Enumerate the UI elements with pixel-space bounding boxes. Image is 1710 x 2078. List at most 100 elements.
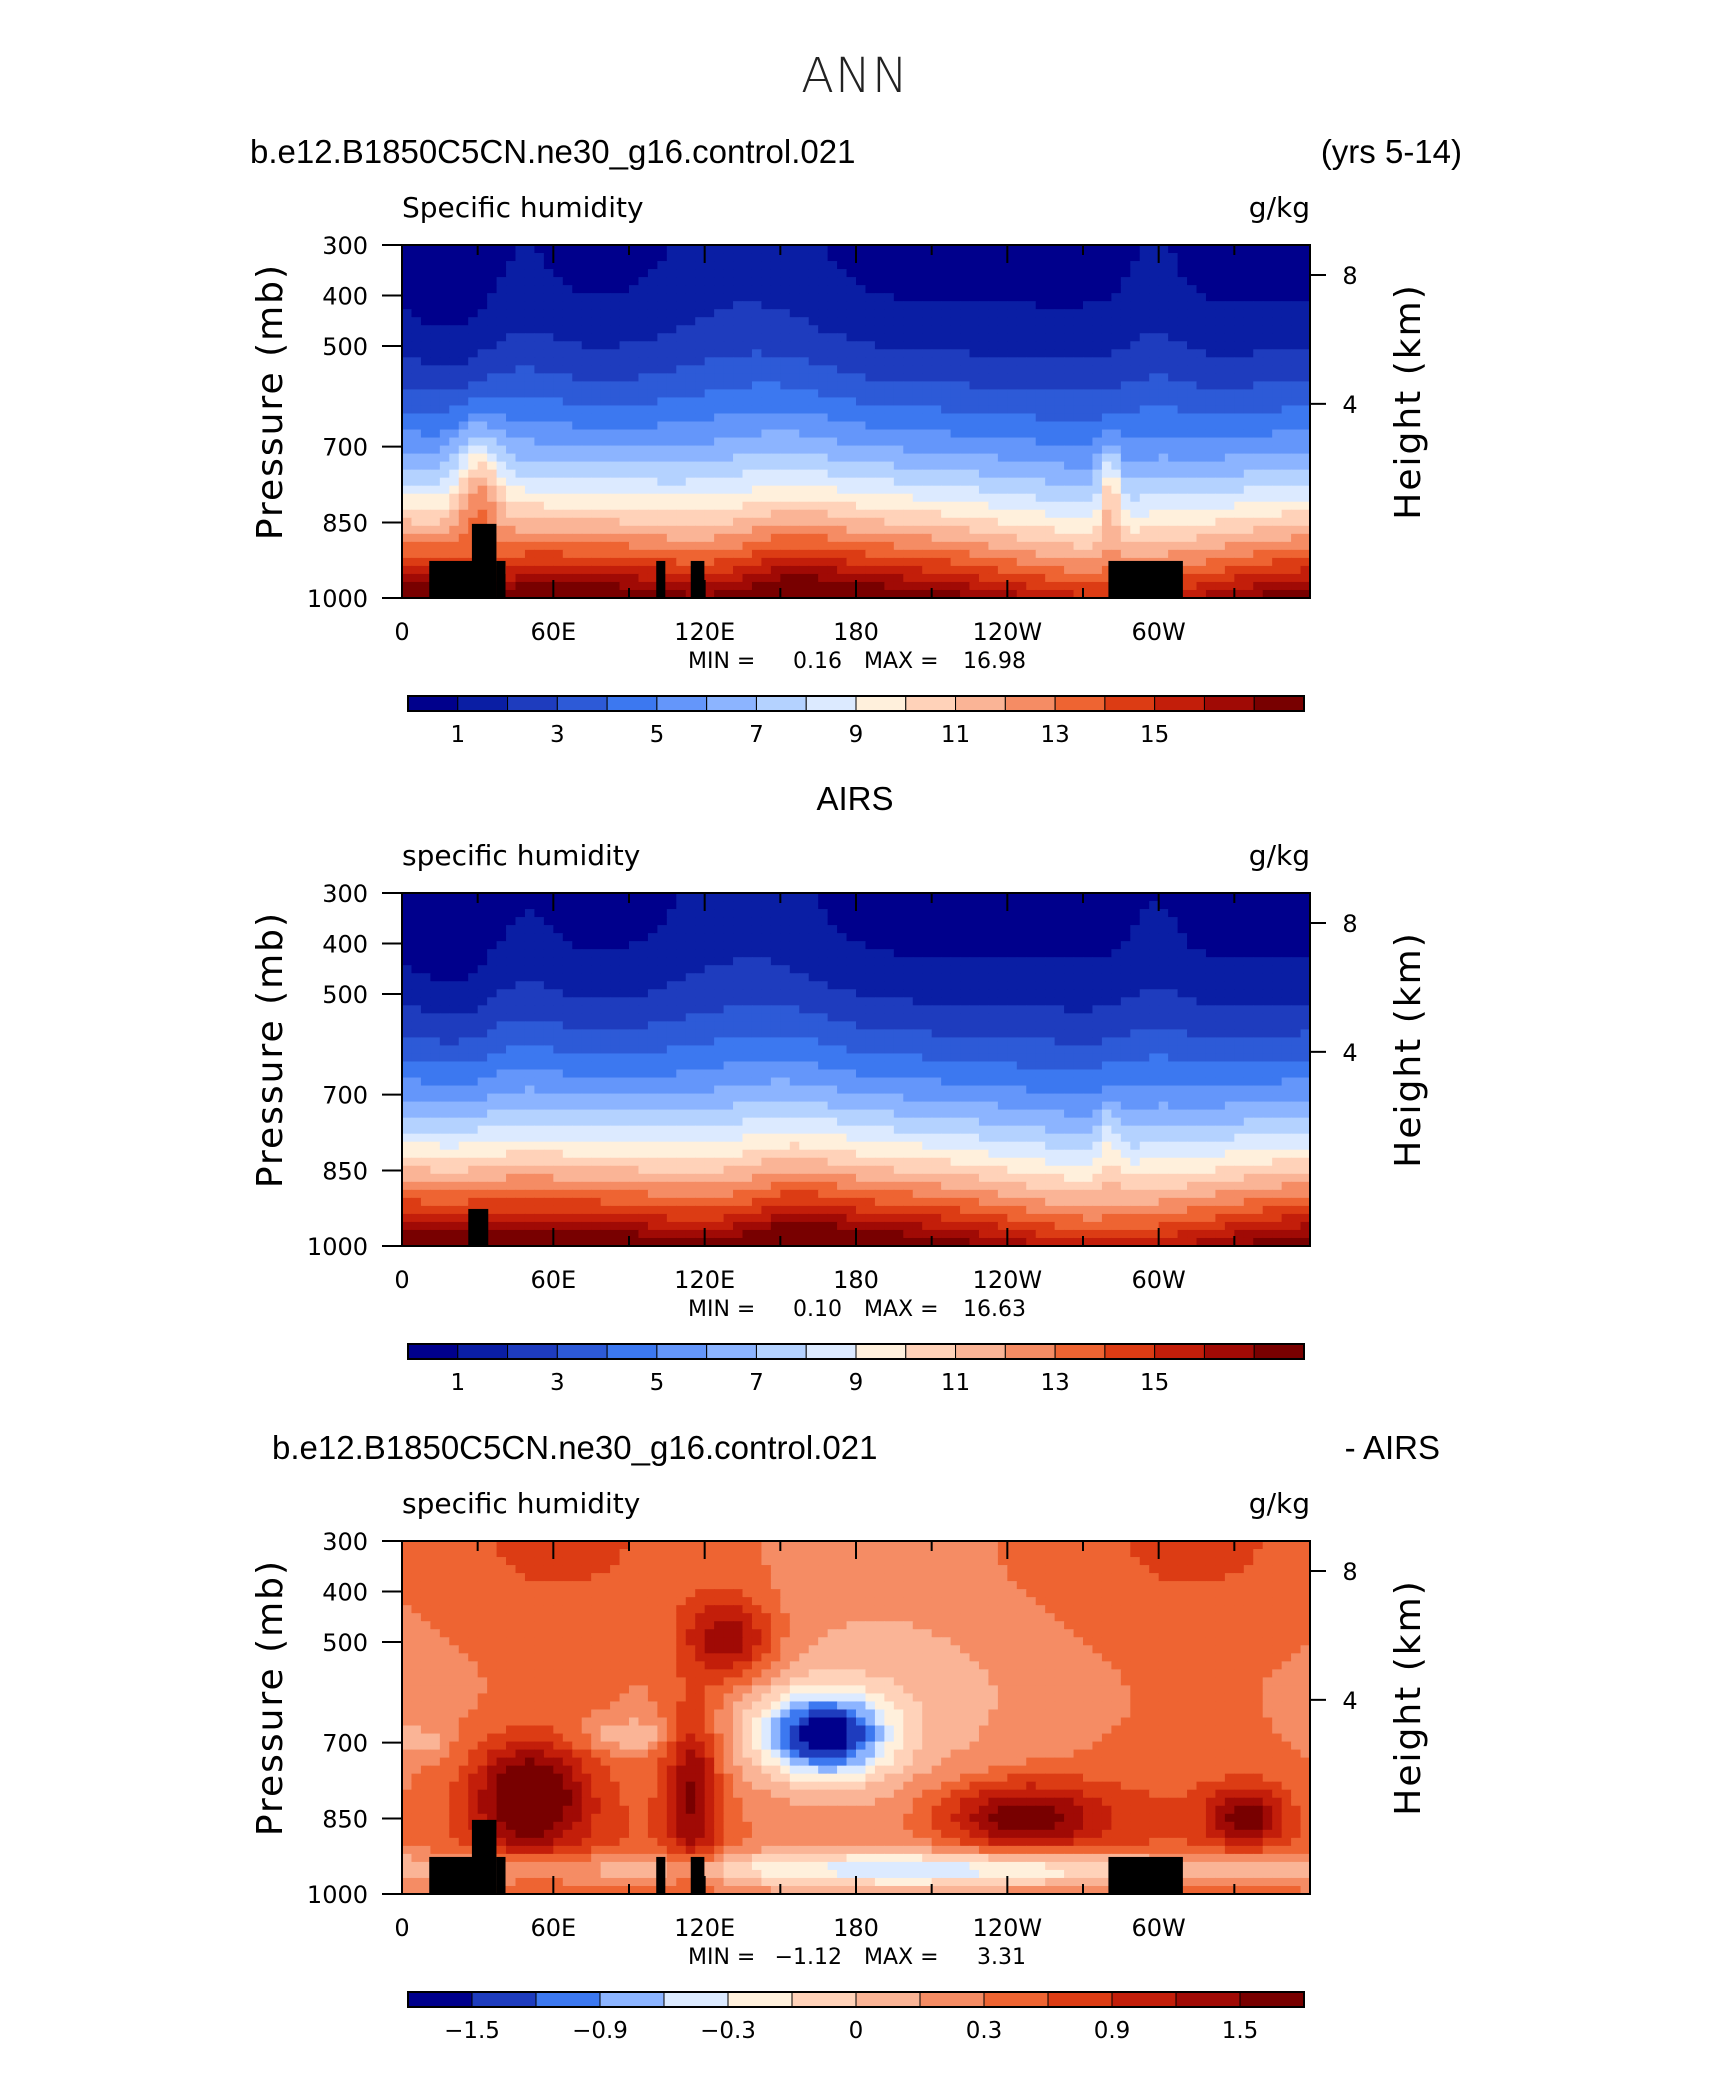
field-cell bbox=[913, 550, 923, 559]
field-cell bbox=[1140, 309, 1150, 318]
field-cell bbox=[1007, 462, 1017, 471]
field-cell bbox=[818, 454, 828, 463]
field-cell bbox=[1036, 510, 1046, 519]
field-cell bbox=[620, 365, 630, 374]
topography-mask bbox=[472, 524, 497, 598]
field-cell bbox=[809, 285, 819, 294]
field-cell bbox=[1168, 277, 1178, 286]
field-cell bbox=[544, 325, 554, 334]
field-cell bbox=[421, 261, 431, 270]
field-cell bbox=[553, 285, 563, 294]
field-cell bbox=[847, 478, 857, 487]
field-cell bbox=[553, 462, 563, 471]
field-cell bbox=[695, 478, 705, 487]
field-cell bbox=[724, 925, 734, 934]
field-cell bbox=[1206, 277, 1216, 286]
field-cell bbox=[771, 349, 781, 358]
field-cell bbox=[582, 293, 592, 302]
field-cell bbox=[1291, 413, 1301, 422]
field-cell bbox=[629, 269, 639, 278]
field-cell bbox=[695, 333, 705, 342]
field-cell bbox=[903, 510, 913, 519]
field-cell bbox=[534, 430, 544, 439]
field-cell bbox=[884, 933, 894, 942]
field-cell bbox=[657, 349, 667, 358]
field-cell bbox=[1140, 341, 1150, 350]
field-cell bbox=[516, 494, 526, 503]
field-cell bbox=[743, 933, 753, 942]
field-cell bbox=[1111, 518, 1121, 527]
field-cell bbox=[790, 301, 800, 310]
field-cell bbox=[951, 405, 961, 414]
field-cell bbox=[1045, 301, 1055, 310]
field-cell bbox=[818, 389, 828, 398]
field-cell bbox=[657, 253, 667, 262]
field-cell bbox=[875, 470, 885, 479]
field-cell bbox=[875, 941, 885, 950]
field-cell bbox=[847, 518, 857, 527]
field-cell bbox=[487, 510, 497, 519]
field-cell bbox=[534, 365, 544, 374]
field-cell bbox=[449, 917, 459, 926]
field-cell bbox=[903, 341, 913, 350]
field-cell bbox=[903, 502, 913, 511]
field-cell bbox=[714, 413, 724, 422]
field-cell bbox=[1291, 389, 1301, 398]
field-cell bbox=[620, 494, 630, 503]
field-cell bbox=[1244, 550, 1254, 559]
field-cell bbox=[1130, 293, 1140, 302]
field-cell bbox=[506, 478, 516, 487]
field-cell bbox=[402, 349, 412, 358]
field-cell bbox=[1149, 430, 1159, 439]
field-cell bbox=[1074, 325, 1084, 334]
field-cell bbox=[544, 470, 554, 479]
field-cell bbox=[979, 245, 989, 254]
field-cell bbox=[705, 941, 715, 950]
field-cell bbox=[837, 502, 847, 511]
field-cell bbox=[1017, 285, 1027, 294]
field-cell bbox=[799, 558, 809, 567]
field-cell bbox=[1092, 301, 1102, 310]
field-cell bbox=[894, 293, 904, 302]
field-cell bbox=[402, 901, 412, 910]
field-cell bbox=[799, 405, 809, 414]
field-cell bbox=[799, 925, 809, 934]
field-cell bbox=[837, 454, 847, 463]
field-cell bbox=[1092, 253, 1102, 262]
field-cell bbox=[743, 446, 753, 455]
field-cell bbox=[1064, 925, 1074, 934]
field-cell bbox=[506, 365, 516, 374]
field-cell bbox=[1197, 941, 1207, 950]
field-cell bbox=[1253, 502, 1263, 511]
field-cell bbox=[506, 430, 516, 439]
field-cell bbox=[1149, 365, 1159, 374]
field-cell bbox=[941, 325, 951, 334]
field-cell bbox=[686, 478, 696, 487]
field-cell bbox=[402, 949, 412, 958]
field-cell bbox=[1215, 349, 1225, 358]
field-cell bbox=[818, 901, 828, 910]
field-cell bbox=[913, 365, 923, 374]
field-cell bbox=[421, 901, 431, 910]
field-cell bbox=[894, 446, 904, 455]
field-cell bbox=[1111, 909, 1121, 918]
field-cell bbox=[1092, 285, 1102, 294]
field-cell bbox=[1007, 582, 1017, 591]
field-cell bbox=[865, 365, 875, 374]
field-cell bbox=[988, 925, 998, 934]
field-cell bbox=[1017, 510, 1027, 519]
field-cell bbox=[648, 389, 658, 398]
field-cell bbox=[1291, 293, 1301, 302]
field-cell bbox=[998, 430, 1008, 439]
field-cell bbox=[1291, 925, 1301, 934]
field-cell bbox=[1017, 381, 1027, 390]
field-cell bbox=[1187, 438, 1197, 447]
field-cell bbox=[1263, 277, 1273, 286]
field-cell bbox=[601, 301, 611, 310]
field-cell bbox=[790, 917, 800, 926]
field-cell bbox=[903, 325, 913, 334]
field-cell bbox=[998, 293, 1008, 302]
field-cell bbox=[1102, 518, 1112, 527]
field-cell bbox=[430, 405, 440, 414]
field-cell bbox=[1253, 534, 1263, 543]
